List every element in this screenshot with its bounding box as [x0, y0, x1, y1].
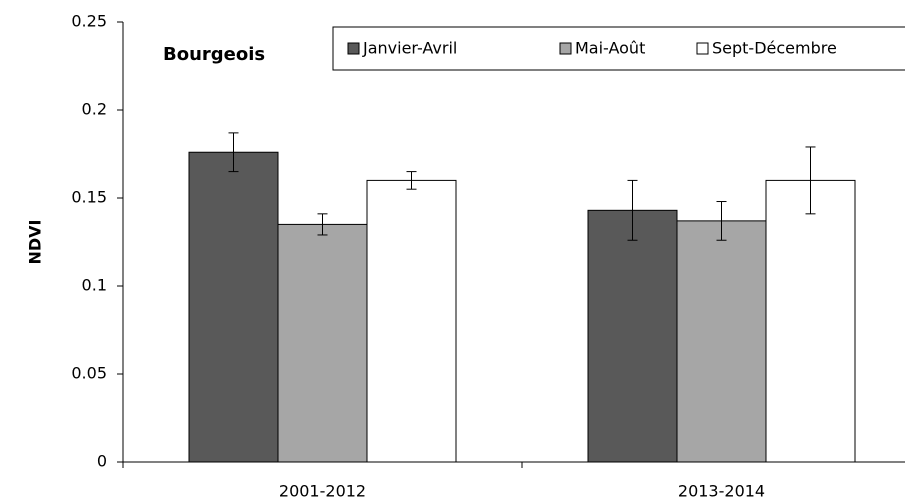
- legend-swatch: [559, 42, 572, 55]
- bar: [366, 179, 457, 463]
- y-tick-label: 0.25: [71, 12, 107, 31]
- y-tick-label: 0.05: [71, 364, 107, 383]
- y-tick-label: 0: [97, 452, 107, 471]
- legend-label: Mai-Août: [575, 39, 645, 58]
- legend-label: Janvier-Avril: [362, 39, 457, 58]
- bar: [188, 151, 279, 463]
- bar: [277, 223, 368, 463]
- x-tick-label: 2001-2012: [279, 482, 366, 499]
- legend-swatch: [347, 42, 360, 55]
- bar: [765, 179, 856, 463]
- legend-box: [332, 26, 905, 71]
- legend-label: Sept-Décembre: [712, 39, 837, 58]
- y-axis-label: NDVI: [26, 219, 45, 264]
- legend-swatch: [696, 42, 709, 55]
- chart-title: Bourgeois: [163, 44, 265, 65]
- y-tick-label: 0.1: [82, 276, 107, 295]
- y-tick-label: 0.15: [71, 188, 107, 207]
- x-tick-label: 2013-2014: [678, 482, 765, 499]
- bar: [676, 220, 767, 463]
- y-tick-label: 0.2: [82, 100, 107, 119]
- bar: [587, 209, 678, 463]
